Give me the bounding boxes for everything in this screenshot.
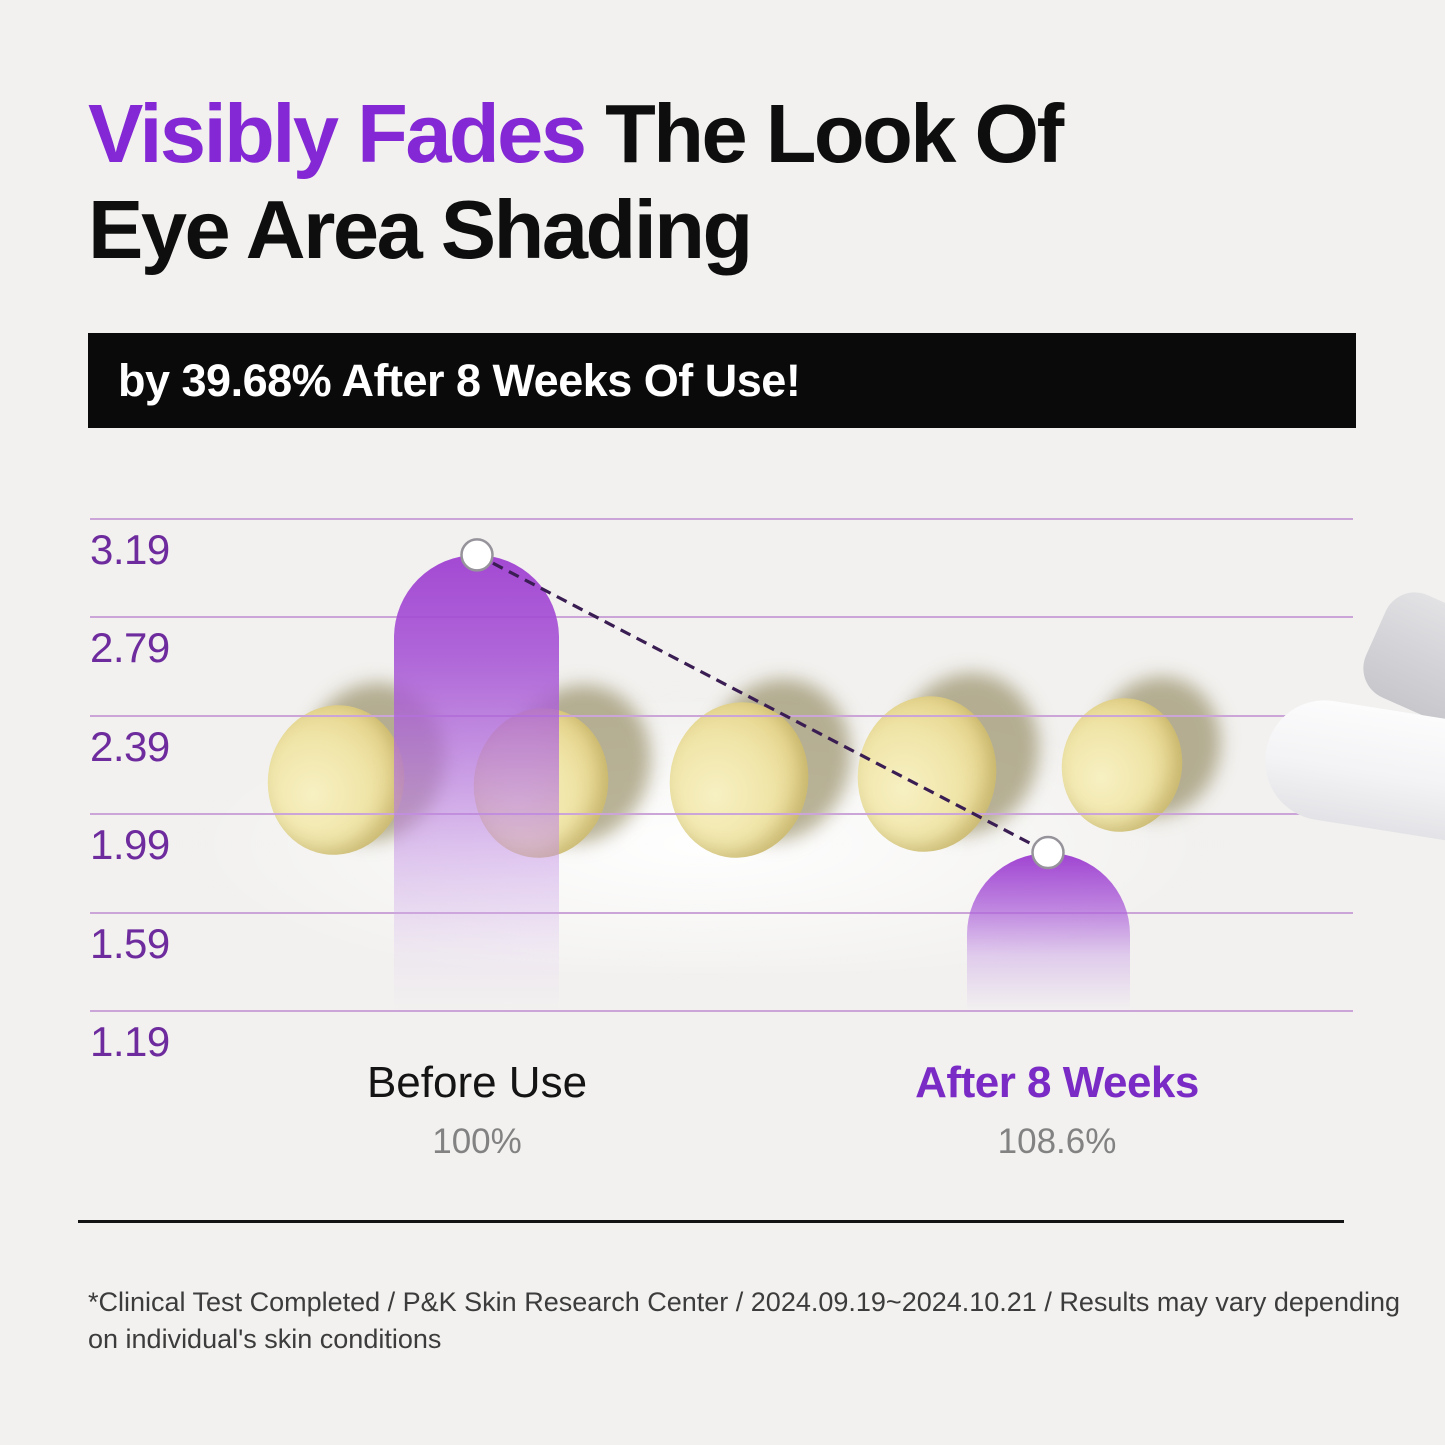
category-label-after: After 8 Weeks bbox=[915, 1058, 1199, 1107]
y-tick-label: 3.19 bbox=[90, 526, 170, 573]
title-line2: Eye Area Shading bbox=[88, 183, 753, 276]
category-label-before: Before Use bbox=[366, 1058, 588, 1107]
claim-banner: by 39.68% After 8 Weeks Of Use! bbox=[88, 333, 1356, 428]
gridline bbox=[90, 616, 1353, 619]
claim-banner-text: by 39.68% After 8 Weeks Of Use! bbox=[118, 354, 801, 406]
y-tick-label: 1.59 bbox=[90, 919, 170, 967]
y-tick-label: 2.39 bbox=[90, 722, 170, 770]
title-accent: Visibly Fades bbox=[88, 87, 587, 180]
footnote-line-1: *Clinical Test Completed / P&K Skin Rese… bbox=[88, 1287, 1401, 1317]
gridline bbox=[90, 518, 1353, 520]
y-tick-label: 2.79 bbox=[90, 624, 170, 672]
footnote: *Clinical Test Completed / P&K Skin Rese… bbox=[88, 1284, 1408, 1358]
title-rest: The Look Of bbox=[584, 87, 1064, 180]
page-title: Visibly Fades The Look Of Eye Area Shadi… bbox=[88, 86, 1064, 278]
divider-line bbox=[78, 1220, 1344, 1223]
after-bar bbox=[967, 852, 1130, 1010]
tube-nozzle bbox=[1265, 700, 1445, 846]
footnote-line-2: on individual's skin conditions bbox=[88, 1324, 442, 1354]
gridline bbox=[90, 911, 1353, 914]
y-tick-label: 1.99 bbox=[90, 821, 170, 869]
percent-label-after: 108.6% bbox=[997, 1122, 1117, 1161]
percent-label-before: 100% bbox=[432, 1122, 522, 1161]
y-tick-label: 1.19 bbox=[90, 1018, 170, 1065]
gridline bbox=[90, 1010, 1353, 1012]
gridline bbox=[90, 714, 1353, 717]
tube-cap-tip bbox=[1363, 592, 1445, 752]
gridline bbox=[90, 813, 1353, 816]
before-bar bbox=[394, 554, 559, 1010]
product-tube-photo bbox=[1265, 592, 1445, 846]
